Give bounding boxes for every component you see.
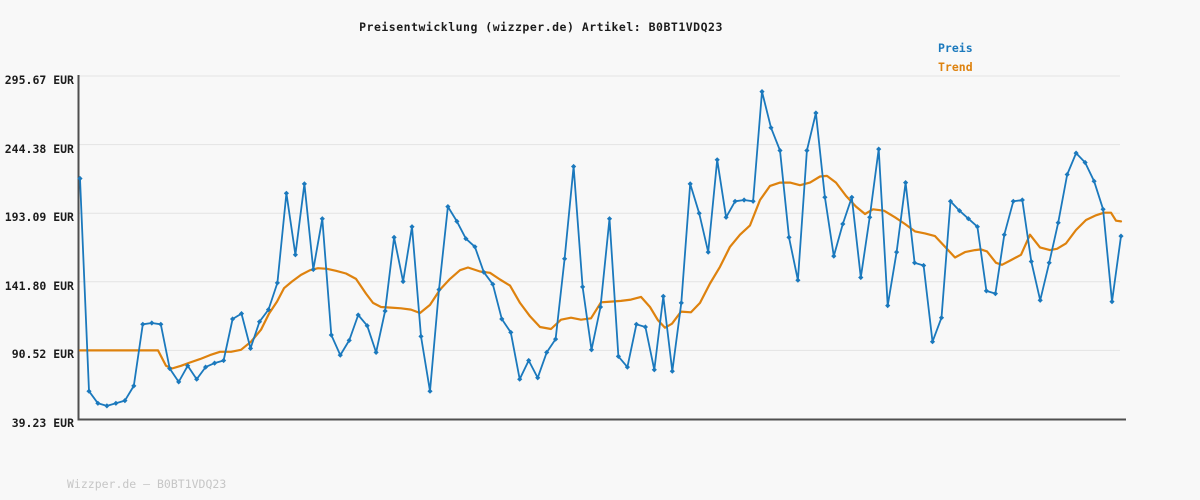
- y-axis-tick-label: 295.67 EUR: [4, 73, 74, 87]
- y-axis-tick-label: 141.80 EUR: [4, 279, 74, 293]
- y-axis-tick-label: 90.52 EUR: [11, 347, 74, 361]
- y-axis-tick-label: 244.38 EUR: [4, 142, 74, 156]
- y-axis-tick-label: 193.09 EUR: [4, 210, 74, 224]
- chart-legend: Preis Trend: [938, 39, 973, 77]
- y-axis-tick-label: 39.23 EUR: [11, 416, 74, 430]
- legend-entry-preis: Preis: [938, 41, 973, 55]
- watermark-text: Wizzper.de — B0BT1VDQ23: [67, 477, 227, 491]
- legend-entry-trend: Trend: [938, 60, 973, 74]
- chart-title: Preisentwicklung (wizzper.de) Artikel: B…: [359, 20, 723, 34]
